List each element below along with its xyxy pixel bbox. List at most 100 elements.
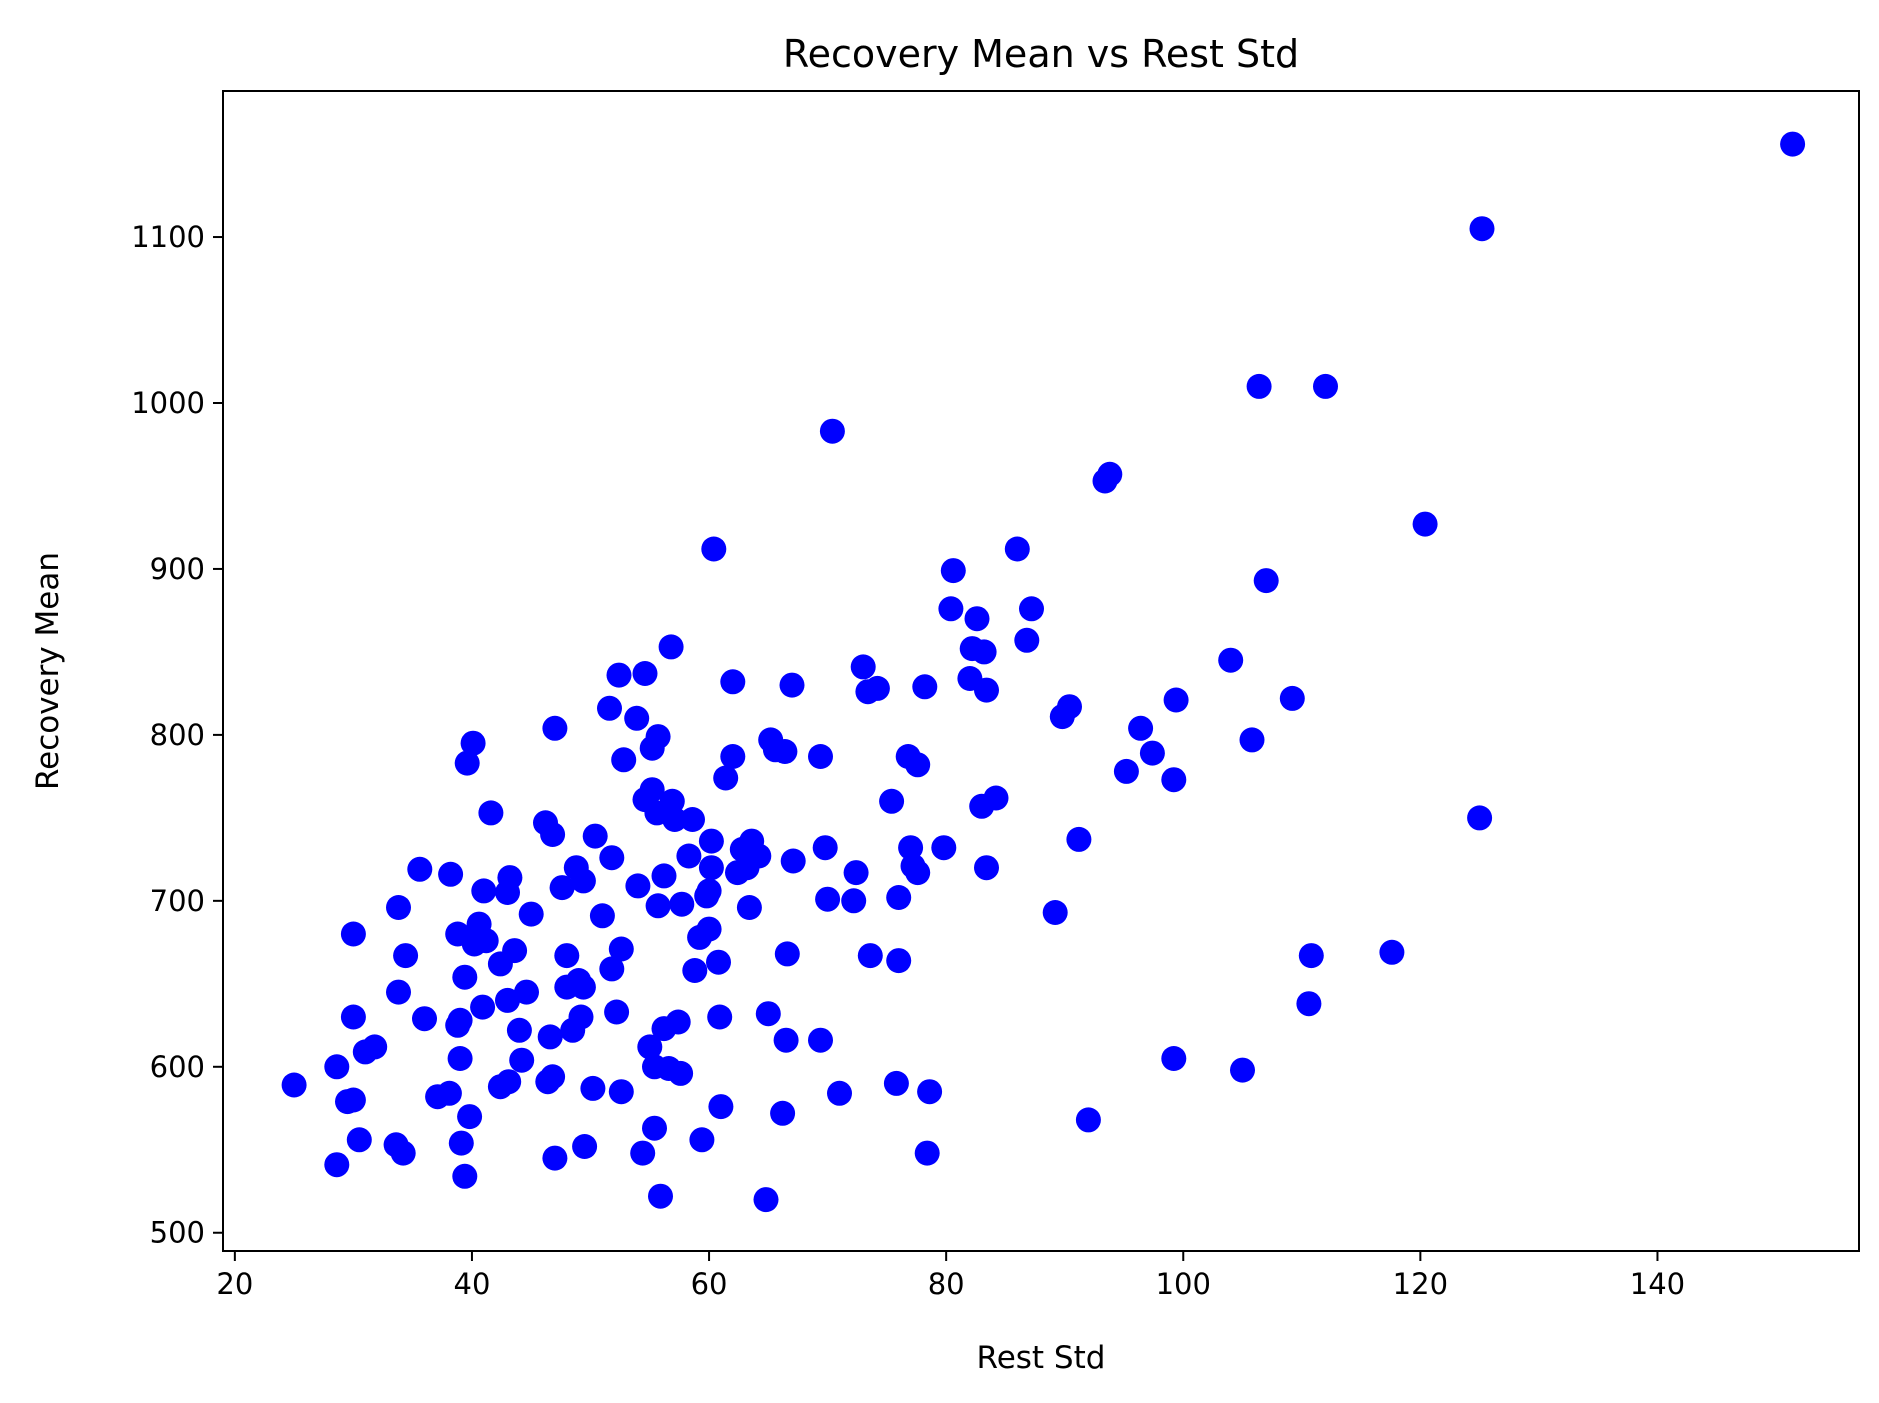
data-point-187 — [1279, 685, 1305, 711]
data-point-42 — [502, 938, 528, 964]
data-point-162 — [971, 639, 997, 665]
data-point-141 — [857, 943, 883, 969]
data-point-74 — [611, 747, 637, 773]
data-point-122 — [755, 1001, 781, 1027]
data-point-175 — [1097, 461, 1123, 487]
x-tick-label-140: 140 — [1630, 1267, 1685, 1301]
data-point-133 — [812, 835, 838, 861]
y-axis-ticks: 500 600 700 800 900 1000 1100 — [131, 220, 223, 1250]
data-point-27 — [454, 750, 480, 776]
data-point-105 — [696, 878, 722, 904]
data-point-71 — [606, 662, 632, 688]
data-point-86 — [645, 893, 671, 919]
data-point-52 — [542, 1145, 568, 1171]
data-point-137 — [841, 888, 867, 914]
data-point-131 — [808, 1027, 833, 1053]
data-point-186 — [1253, 568, 1279, 594]
data-point-22 — [447, 1007, 473, 1033]
data-point-179 — [1161, 767, 1187, 793]
data-point-195 — [1780, 131, 1806, 157]
data-point-73 — [608, 936, 634, 962]
data-point-84 — [642, 1115, 667, 1141]
y-tick-label-600: 600 — [150, 1050, 205, 1084]
data-point-184 — [1239, 727, 1265, 753]
data-point-97 — [669, 891, 695, 917]
y-tick-label-700: 700 — [150, 884, 205, 918]
data-point-171 — [1057, 694, 1082, 720]
x-tick-label-100: 100 — [1156, 1267, 1211, 1301]
data-point-125 — [770, 1100, 796, 1126]
data-point-33 — [471, 878, 497, 904]
data-point-136 — [827, 1080, 852, 1106]
data-point-121 — [753, 1187, 779, 1213]
data-point-188 — [1296, 991, 1322, 1017]
data-point-129 — [779, 672, 805, 698]
data-point-110 — [707, 1004, 733, 1030]
data-point-5 — [340, 1087, 366, 1113]
y-tick-label-800: 800 — [150, 718, 205, 752]
data-point-18 — [436, 1080, 462, 1106]
data-point-26 — [452, 1163, 478, 1189]
data-point-65 — [582, 823, 608, 849]
data-point-94 — [662, 807, 688, 832]
data-point-183 — [1230, 1057, 1255, 1083]
data-point-24 — [448, 1130, 474, 1156]
x-tick-label-40: 40 — [454, 1267, 491, 1301]
data-point-34 — [473, 928, 499, 954]
y-tick-label-500: 500 — [150, 1216, 205, 1250]
y-tick-label-900: 900 — [150, 552, 205, 586]
data-point-72 — [608, 1079, 634, 1105]
data-point-100 — [682, 958, 708, 983]
data-point-66 — [589, 903, 615, 929]
data-point-164 — [974, 677, 999, 703]
data-point-126 — [772, 739, 798, 764]
data-point-135 — [819, 418, 845, 444]
data-point-99 — [680, 807, 705, 832]
data-point-102 — [689, 1127, 715, 1153]
data-point-51 — [540, 822, 566, 847]
data-point-53 — [542, 715, 568, 741]
data-point-4 — [340, 1004, 366, 1030]
data-point-193 — [1467, 805, 1493, 831]
data-point-92 — [658, 634, 684, 660]
x-tick-label-20: 20 — [216, 1267, 253, 1301]
y-tick-label-1000: 1000 — [131, 386, 205, 420]
data-point-194 — [1469, 216, 1495, 242]
data-point-7 — [346, 1127, 372, 1153]
data-point-152 — [912, 674, 938, 700]
data-point-62 — [570, 974, 596, 1000]
data-point-109 — [706, 949, 731, 975]
data-point-167 — [1014, 627, 1040, 653]
data-point-148 — [898, 835, 924, 861]
data-point-87 — [645, 724, 671, 750]
data-point-181 — [1163, 687, 1189, 713]
data-point-40 — [496, 1069, 522, 1095]
data-point-112 — [713, 765, 739, 791]
data-point-166 — [1004, 536, 1030, 562]
data-point-32 — [470, 994, 496, 1020]
data-point-150 — [905, 752, 931, 778]
data-point-1 — [324, 1054, 350, 1080]
data-point-82 — [639, 777, 665, 803]
data-point-2 — [324, 1152, 350, 1178]
data-point-144 — [883, 1070, 909, 1096]
data-point-88 — [648, 1183, 673, 1209]
data-point-60 — [568, 1004, 594, 1030]
data-point-9 — [362, 1034, 388, 1060]
data-point-76 — [625, 873, 651, 899]
chart-title: Recovery Mean vs Rest Std — [783, 32, 1299, 76]
data-point-172 — [1066, 826, 1092, 852]
data-point-192 — [1412, 511, 1438, 537]
data-point-107 — [698, 855, 724, 881]
data-point-180 — [1161, 1046, 1187, 1071]
data-point-143 — [879, 788, 905, 814]
data-point-114 — [720, 744, 746, 769]
data-point-78 — [632, 661, 658, 686]
data-point-80 — [637, 1034, 663, 1060]
data-point-25 — [452, 964, 478, 990]
data-point-29 — [460, 730, 486, 756]
data-point-45 — [514, 979, 539, 1005]
data-point-189 — [1298, 943, 1324, 969]
data-point-145 — [886, 948, 912, 974]
data-point-178 — [1139, 740, 1165, 766]
